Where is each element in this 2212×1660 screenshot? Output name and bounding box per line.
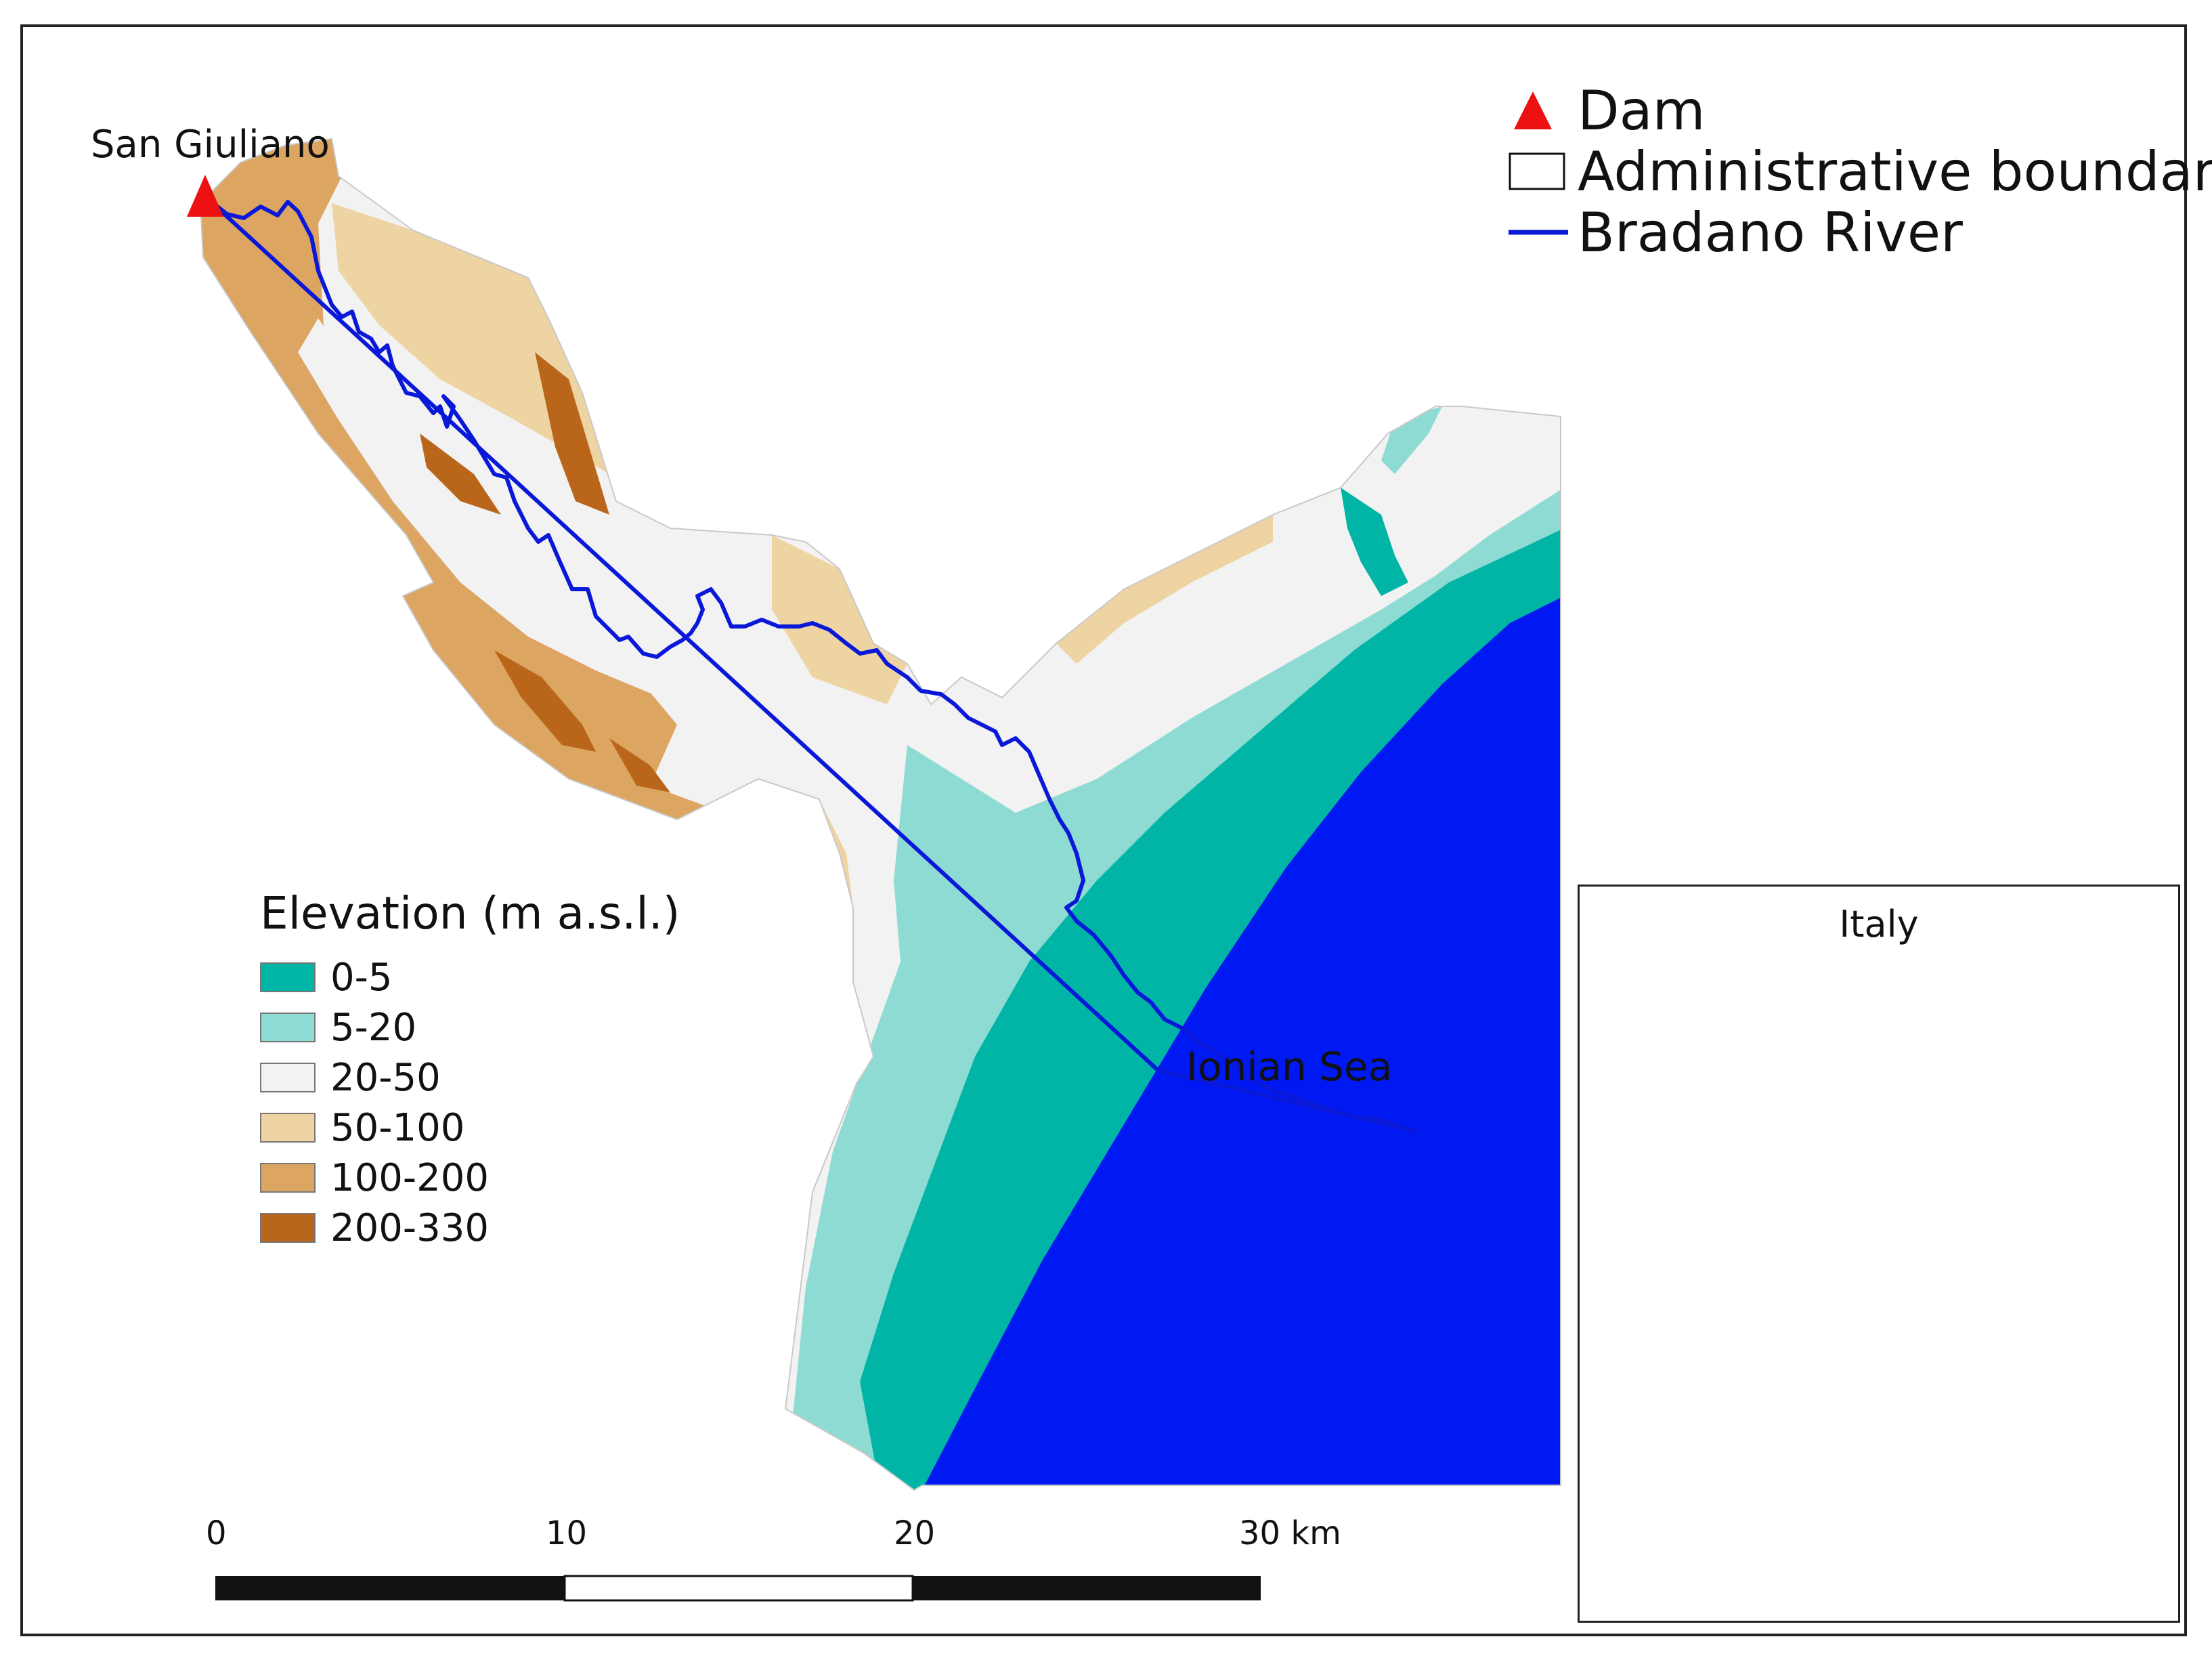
dam-icon	[1514, 91, 1552, 129]
bradano-river	[204, 196, 1417, 1133]
elevation-legend: Elevation (m a.s.l.) 0-5 5-20 20-50 50-1…	[260, 887, 680, 1250]
legend-boundary-label: Administrative boundary	[1578, 140, 2212, 203]
scale-tick-label: 20	[894, 1514, 936, 1552]
legend-river: Bradano River	[1503, 200, 1963, 264]
zone-50-100-b	[772, 535, 907, 704]
scale-bar-graphic	[215, 1575, 1261, 1602]
elevation-class: 20-50	[260, 1054, 441, 1101]
map-frame	[20, 24, 2187, 1636]
elevation-swatch	[260, 1213, 316, 1243]
elevation-class-label: 5-20	[330, 1005, 417, 1050]
scale-tick-label: 30 km	[1239, 1514, 1341, 1552]
zone-200-330-c	[494, 650, 596, 752]
legend-boundary: Administrative boundary	[1503, 140, 2212, 203]
inset-title: Italy	[1839, 903, 1919, 945]
dam-marker	[187, 175, 223, 217]
elevation-class-label: 20-50	[330, 1055, 441, 1100]
dam-place-label: San Giuliano	[91, 123, 330, 167]
zone-0-5-lagoon	[1341, 488, 1408, 596]
elevation-swatch	[260, 1113, 316, 1143]
elevation-legend-title: Elevation (m a.s.l.)	[260, 887, 680, 939]
inset-frame: Italy	[1578, 885, 2180, 1623]
scale-tick-label: 0	[206, 1514, 227, 1552]
elevation-class: 50-100	[260, 1104, 464, 1151]
zone-50-100-d	[1056, 515, 1273, 664]
sea-label: Ionian Sea	[1186, 1044, 1393, 1090]
boundary-icon	[1509, 152, 1565, 190]
elevation-class: 100-200	[260, 1154, 489, 1201]
legend-river-label: Bradano River	[1578, 200, 1963, 264]
zone-50-100-a	[332, 203, 609, 474]
elevation-class: 5-20	[260, 1004, 416, 1051]
legend-dam-label: Dam	[1578, 79, 1706, 142]
sea-area	[922, 596, 1561, 1490]
elevation-zones	[200, 139, 1561, 1490]
zone-200-330-d	[609, 738, 670, 792]
administrative-boundary	[199, 137, 1561, 1491]
zone-20-50-valley	[298, 318, 1056, 935]
zone-200-330-a	[535, 352, 609, 515]
river-line-icon	[1509, 230, 1568, 235]
elevation-swatch	[260, 1063, 316, 1092]
elevation-class: 0-5	[260, 954, 392, 1001]
legend-dam: Dam	[1503, 79, 1706, 142]
elevation-class: 200-330	[260, 1204, 489, 1252]
elevation-class-label: 200-330	[330, 1206, 489, 1250]
elevation-class-label: 0-5	[330, 955, 393, 1000]
elevation-swatch	[260, 1163, 316, 1193]
scale-tick-label: 10	[546, 1514, 588, 1552]
elevation-class-label: 100-200	[330, 1155, 489, 1200]
elevation-swatch	[260, 962, 316, 992]
elevation-swatch	[260, 1013, 316, 1042]
zone-200-330-b	[420, 433, 501, 515]
elevation-class-label: 50-100	[330, 1105, 465, 1150]
